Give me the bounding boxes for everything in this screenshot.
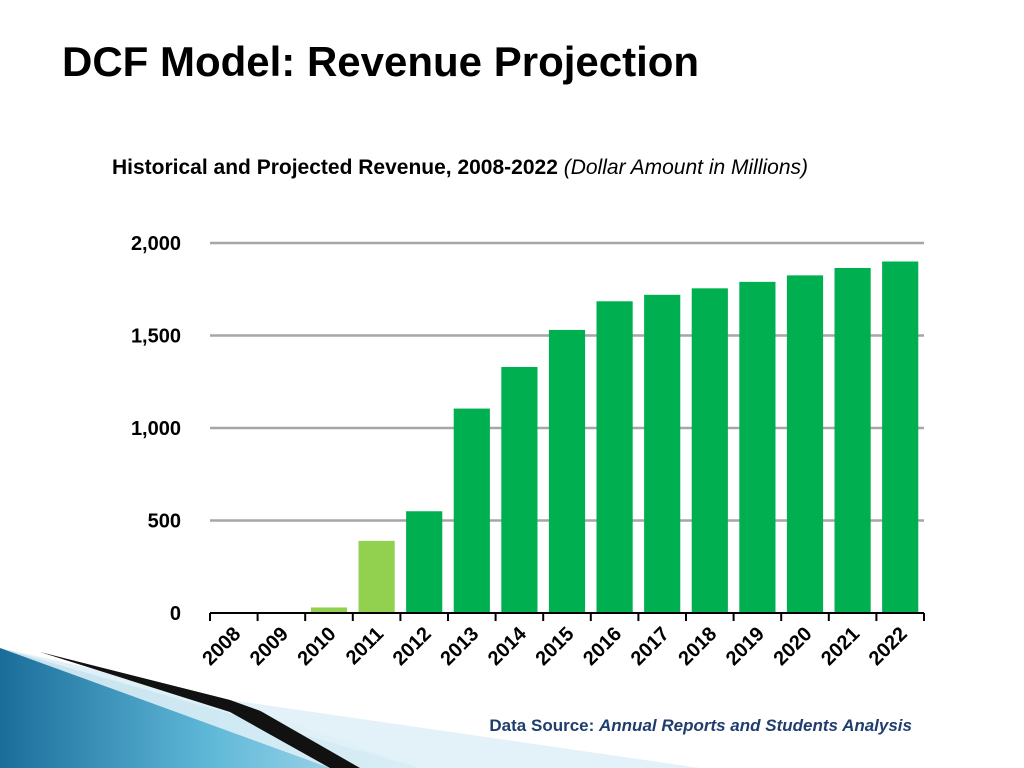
- x-axis: [209, 612, 925, 621]
- data-source-text: Annual Reports and Students Analysis: [599, 716, 912, 735]
- bar-2014: [501, 366, 538, 613]
- bar-2011: [358, 540, 395, 613]
- bar-2015: [548, 329, 586, 613]
- y-tick-label: 1,000: [131, 418, 181, 440]
- data-source-label: Data Source:: [489, 716, 595, 735]
- bar-2018: [691, 288, 728, 613]
- bar-2010: [310, 607, 348, 613]
- y-axis-tick-labels: 0 500 1,000 1,500 2,000: [131, 233, 181, 625]
- y-tick-label: 500: [148, 511, 181, 533]
- bar-2013: [453, 408, 490, 613]
- bar-2017: [644, 294, 681, 613]
- chart-subtitle-text: (Dollar Amount in Millions): [563, 156, 809, 179]
- bar-2021: [834, 267, 871, 613]
- bar-2016: [596, 301, 633, 613]
- chart-title-text: Historical and Projected Revenue, 2008-2…: [112, 156, 558, 179]
- y-tick-label: 0: [170, 603, 181, 625]
- y-tick-label: 2,000: [131, 233, 181, 255]
- bar-2020: [786, 275, 824, 613]
- bar-2019: [739, 281, 776, 613]
- bar-2012: [406, 511, 443, 613]
- bars: [310, 261, 919, 613]
- slide-title: DCF Model: Revenue Projection: [62, 38, 700, 85]
- data-source-note: Data Source: Annual Reports and Students…: [489, 716, 912, 736]
- chart-title: Historical and Projected Revenue, 2008-2…: [112, 156, 808, 180]
- y-tick-label: 1,500: [131, 326, 181, 348]
- bar-2022: [882, 261, 919, 613]
